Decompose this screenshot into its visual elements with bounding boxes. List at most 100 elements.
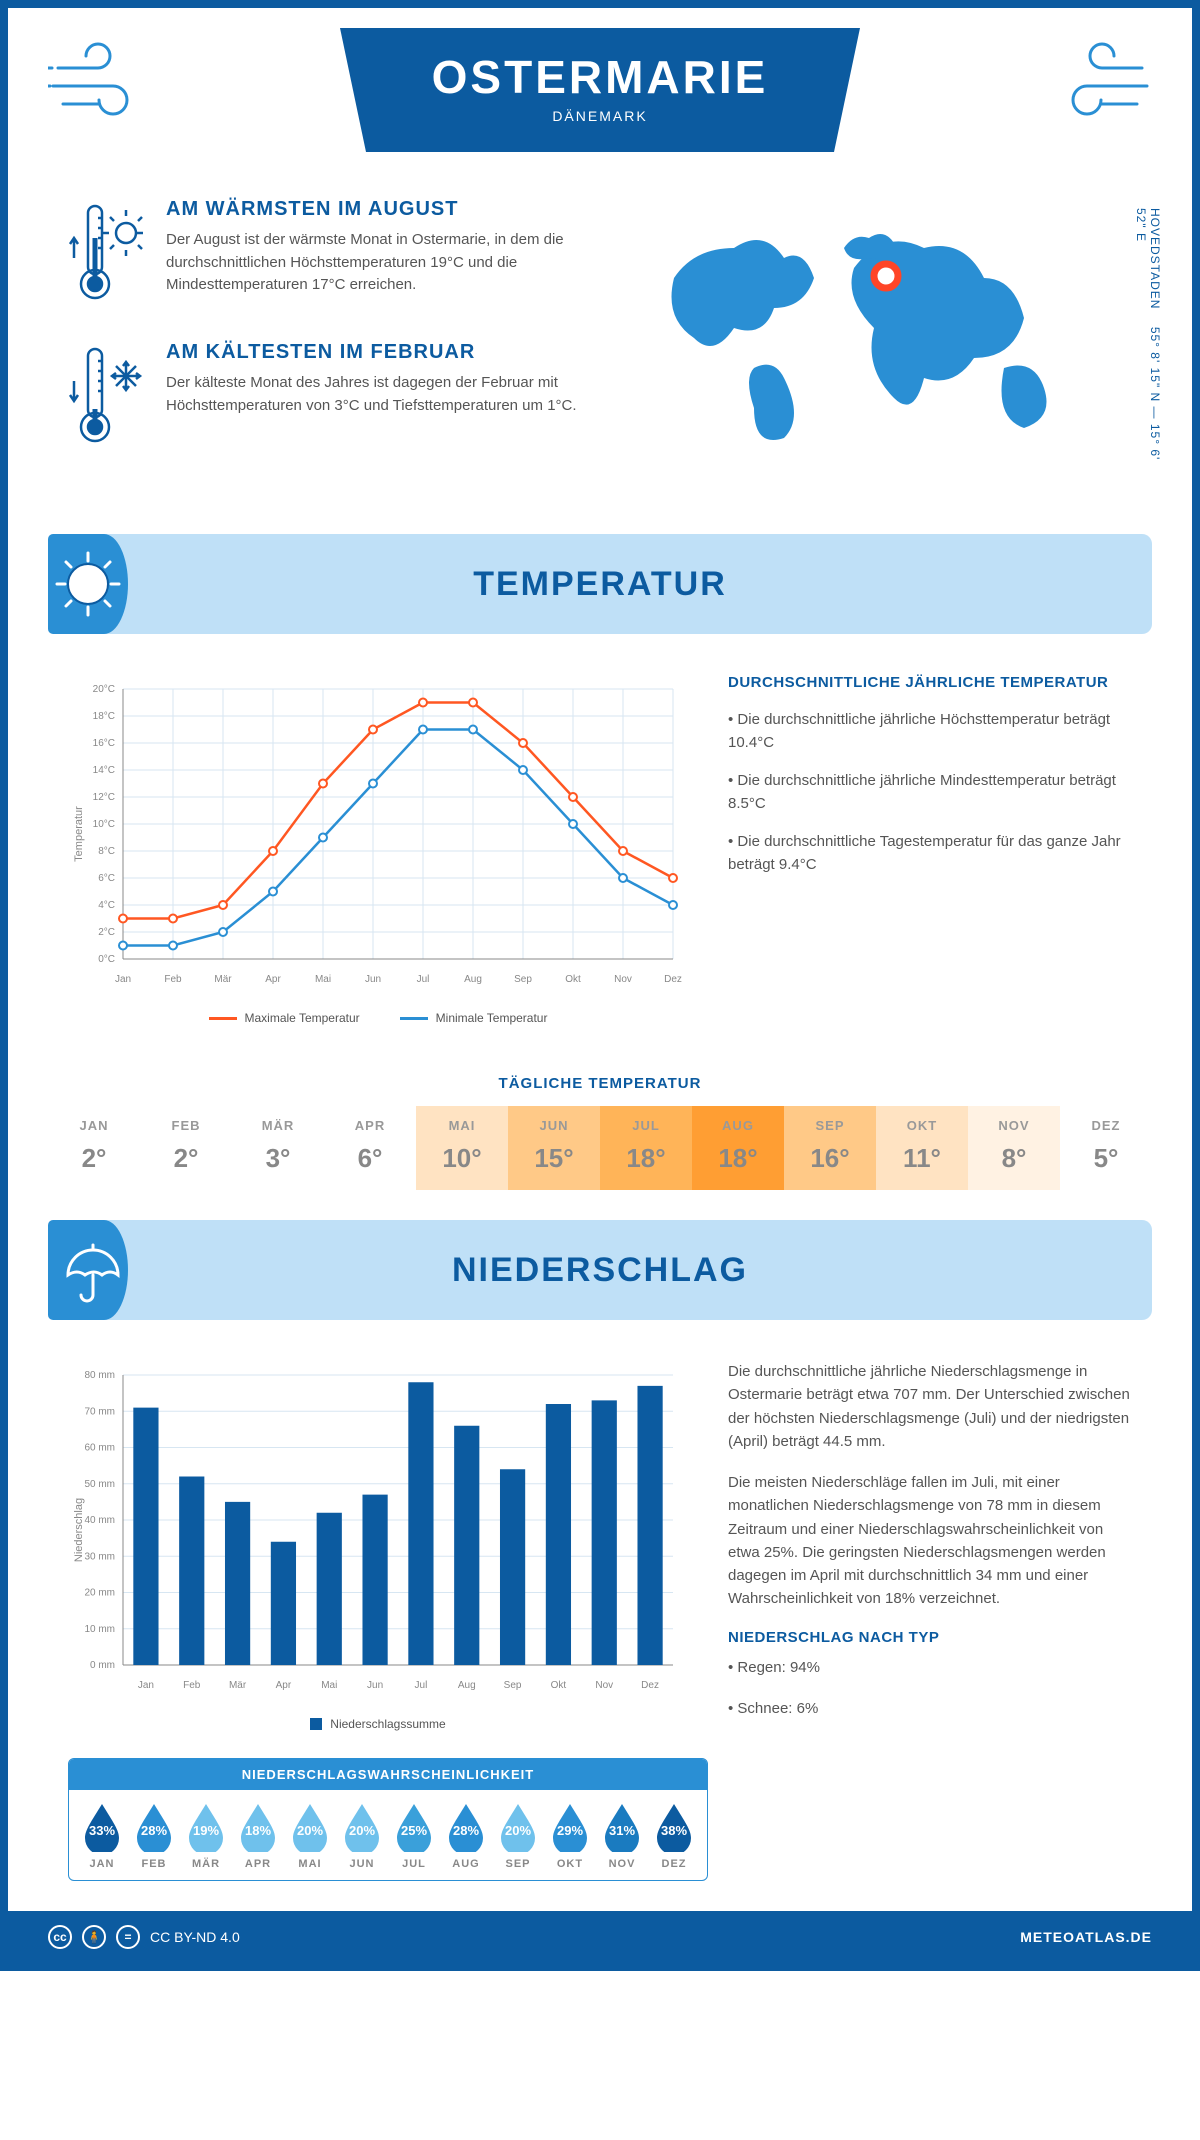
probability-row: 33% JAN 28% FEB 19% MÄR 18% <box>69 1790 707 1880</box>
svg-text:Jan: Jan <box>115 974 131 985</box>
svg-text:10 mm: 10 mm <box>84 1624 115 1635</box>
svg-text:20°C: 20°C <box>93 684 115 695</box>
svg-text:Jul: Jul <box>415 1680 428 1691</box>
svg-text:Mär: Mär <box>214 974 232 985</box>
probability-cell: 33% JAN <box>77 1802 127 1870</box>
probability-title: NIEDERSCHLAGSWAHRSCHEINLICHKEIT <box>69 1759 707 1790</box>
section-title-temperature: TEMPERATUR <box>473 565 727 604</box>
prec-type-snow: • Schnee: 6% <box>728 1697 1132 1720</box>
probability-cell: 29% OKT <box>545 1802 595 1870</box>
probability-cell: 28% AUG <box>441 1802 491 1870</box>
svg-text:Jan: Jan <box>138 1680 154 1691</box>
section-header-precipitation: NIEDERSCHLAG <box>48 1220 1152 1320</box>
temperature-line-chart: 0°C 2°C 4°C 6°C 8°C 10°C 12°C 14°C 16°C 18°C 20°C J… <box>68 674 688 1025</box>
fact-cold-text: Der kälteste Monat des Jahres ist dagege… <box>166 372 604 417</box>
daily-temp-title: TÄGLICHE TEMPERATUR <box>8 1075 1192 1092</box>
svg-text:0 mm: 0 mm <box>90 1660 115 1671</box>
temperature-summary: DURCHSCHNITTLICHE JÄHRLICHE TEMPERATUR •… <box>728 674 1132 1025</box>
svg-text:0°C: 0°C <box>98 954 115 965</box>
svg-text:Mai: Mai <box>321 1680 337 1691</box>
svg-text:10°C: 10°C <box>93 819 115 830</box>
svg-text:Temperatur: Temperatur <box>73 806 85 862</box>
probability-cell: 38% DEZ <box>649 1802 699 1870</box>
intro-section: AM WÄRMSTEN IM AUGUST Der August ist der… <box>8 188 1192 514</box>
svg-text:18°C: 18°C <box>93 711 115 722</box>
svg-text:Jun: Jun <box>367 1680 383 1691</box>
site-name: METEOATLAS.DE <box>1020 1929 1152 1945</box>
daily-cell: DEZ5° <box>1060 1106 1152 1190</box>
legend-prec: Niederschlagssumme <box>330 1717 445 1731</box>
svg-text:2°C: 2°C <box>98 927 115 938</box>
svg-text:Okt: Okt <box>565 974 581 985</box>
temperature-legend: Maximale Temperatur Minimale Temperatur <box>68 1011 688 1025</box>
precipitation-summary: Die durchschnittliche jährliche Niedersc… <box>728 1360 1132 1738</box>
temp-bullet-3: • Die durchschnittliche Tagestemperatur … <box>728 831 1132 876</box>
svg-text:6°C: 6°C <box>98 873 115 884</box>
footer: cc 🧍 = CC BY-ND 4.0 METEOATLAS.DE <box>8 1911 1192 1963</box>
thermometer-sun-icon <box>68 198 148 313</box>
svg-text:Niederschlag: Niederschlag <box>73 1498 85 1562</box>
svg-text:4°C: 4°C <box>98 900 115 911</box>
temperature-body: 0°C 2°C 4°C 6°C 8°C 10°C 12°C 14°C 16°C 18°C 20°C J… <box>8 654 1192 1045</box>
svg-text:Feb: Feb <box>164 974 182 985</box>
temp-bullet-1: • Die durchschnittliche jährliche Höchst… <box>728 709 1132 754</box>
svg-text:Sep: Sep <box>514 974 532 985</box>
svg-text:12°C: 12°C <box>93 792 115 803</box>
coordinates: HOVEDSTADEN 55° 8' 15" N — 15° 6' 52" E <box>1134 208 1162 484</box>
umbrella-icon <box>48 1220 128 1320</box>
svg-text:40 mm: 40 mm <box>84 1515 115 1526</box>
daily-cell: AUG18° <box>692 1106 784 1190</box>
world-map-icon <box>644 198 1104 458</box>
probability-cell: 20% MAI <box>285 1802 335 1870</box>
map-column: HOVEDSTADEN 55° 8' 15" N — 15° 6' 52" E <box>644 198 1132 484</box>
precipitation-probability-box: NIEDERSCHLAGSWAHRSCHEINLICHKEIT 33% JAN … <box>68 1758 708 1881</box>
svg-text:Nov: Nov <box>614 974 632 985</box>
prec-type-rain: • Regen: 94% <box>728 1656 1132 1679</box>
daily-cell: MÄR3° <box>232 1106 324 1190</box>
daily-cell: SEP16° <box>784 1106 876 1190</box>
daily-cell: OKT11° <box>876 1106 968 1190</box>
svg-text:Nov: Nov <box>595 1680 613 1691</box>
section-header-temperature: TEMPERATUR <box>48 534 1152 634</box>
svg-text:Dez: Dez <box>641 1680 659 1691</box>
legend-max: Maximale Temperatur <box>245 1011 360 1025</box>
by-icon: 🧍 <box>82 1925 106 1949</box>
svg-text:50 mm: 50 mm <box>84 1479 115 1490</box>
svg-text:Apr: Apr <box>276 1680 292 1691</box>
svg-text:Okt: Okt <box>551 1680 567 1691</box>
title-banner: OSTERMARIE DÄNEMARK <box>340 28 860 152</box>
svg-text:30 mm: 30 mm <box>84 1551 115 1562</box>
infographic-container: OSTERMARIE DÄNEMARK <box>0 0 1200 1971</box>
prec-para-2: Die meisten Niederschläge fallen im Juli… <box>728 1471 1132 1611</box>
svg-text:16°C: 16°C <box>93 738 115 749</box>
svg-text:14°C: 14°C <box>93 765 115 776</box>
daily-cell: NOV8° <box>968 1106 1060 1190</box>
fact-warm-text: Der August ist der wärmste Monat in Oste… <box>166 229 604 297</box>
svg-text:Aug: Aug <box>464 974 482 985</box>
daily-cell: JUN15° <box>508 1106 600 1190</box>
svg-text:Jun: Jun <box>365 974 381 985</box>
prec-type-heading: NIEDERSCHLAG NACH TYP <box>728 1629 1132 1646</box>
fact-cold-title: AM KÄLTESTEN IM FEBRUAR <box>166 341 604 364</box>
fact-warm-title: AM WÄRMSTEN IM AUGUST <box>166 198 604 221</box>
sun-icon <box>48 534 128 634</box>
probability-cell: 28% FEB <box>129 1802 179 1870</box>
wind-icon-left <box>48 38 168 133</box>
svg-text:Mär: Mär <box>229 1680 247 1691</box>
svg-text:20 mm: 20 mm <box>84 1588 115 1599</box>
svg-text:70 mm: 70 mm <box>84 1406 115 1417</box>
daily-cell: FEB2° <box>140 1106 232 1190</box>
probability-cell: 20% SEP <box>493 1802 543 1870</box>
probability-cell: 25% JUL <box>389 1802 439 1870</box>
svg-text:Feb: Feb <box>183 1680 201 1691</box>
prec-para-1: Die durchschnittliche jährliche Niedersc… <box>728 1360 1132 1453</box>
svg-text:60 mm: 60 mm <box>84 1443 115 1454</box>
nd-icon: = <box>116 1925 140 1949</box>
temp-bullet-2: • Die durchschnittliche jährliche Mindes… <box>728 770 1132 815</box>
svg-text:8°C: 8°C <box>98 846 115 857</box>
svg-text:Dez: Dez <box>664 974 682 985</box>
svg-text:Mai: Mai <box>315 974 331 985</box>
thermometer-snow-icon <box>68 341 148 456</box>
svg-text:Apr: Apr <box>265 974 281 985</box>
fact-coldest: AM KÄLTESTEN IM FEBRUAR Der kälteste Mon… <box>68 341 604 456</box>
